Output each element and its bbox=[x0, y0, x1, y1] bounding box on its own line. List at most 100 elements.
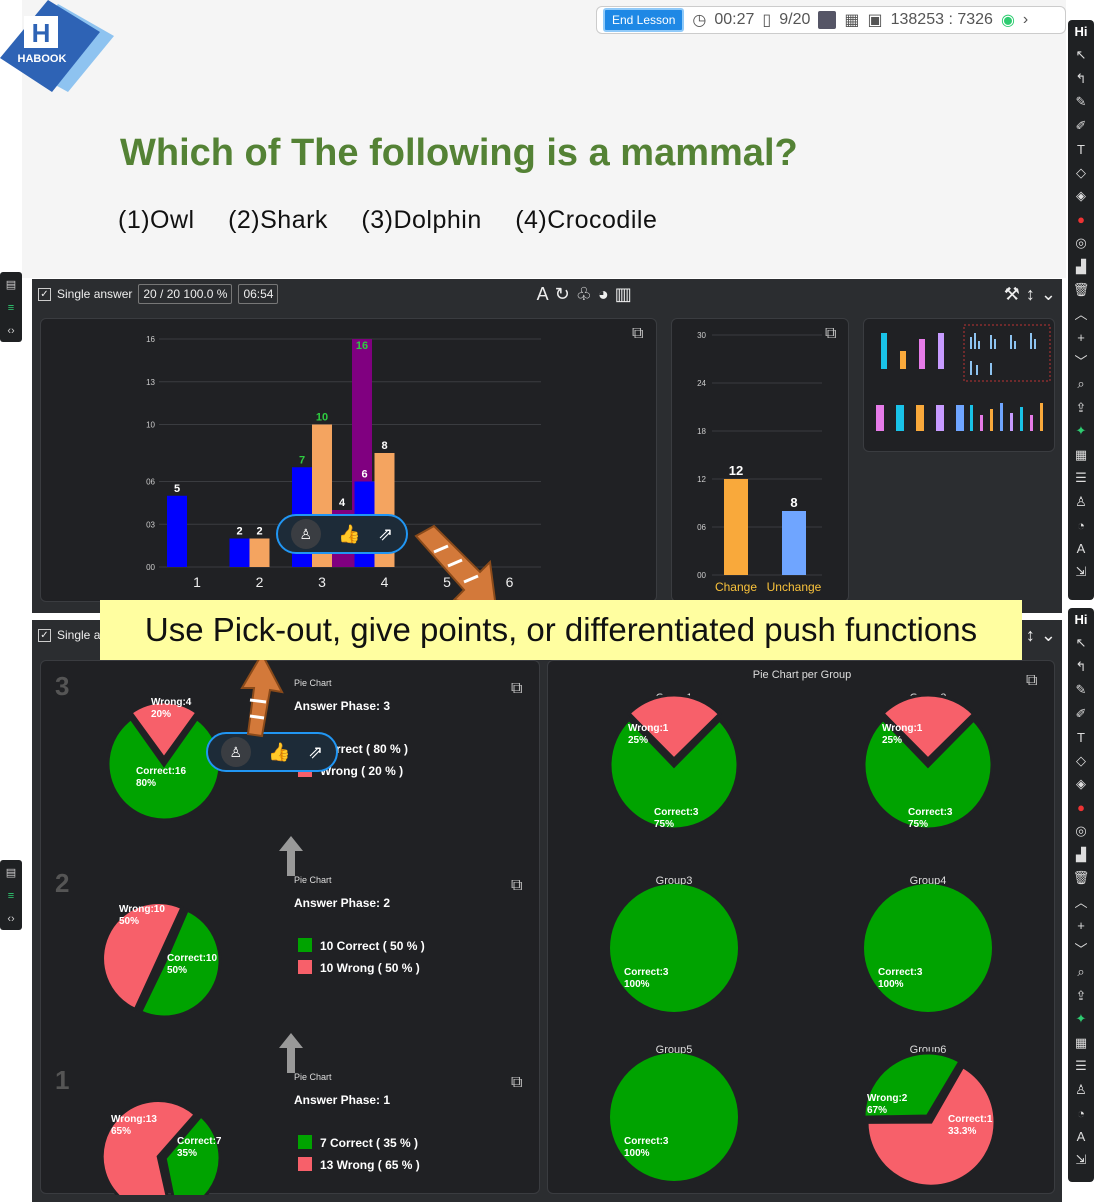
wrench-icon[interactable]: ⚒ bbox=[1003, 283, 1020, 304]
slice-percent: 50% bbox=[167, 965, 187, 976]
search-icon[interactable]: ⌕ bbox=[1077, 376, 1085, 392]
user-icon[interactable]: ♙ bbox=[1075, 1081, 1087, 1097]
slice-label: Correct:1 bbox=[948, 1114, 993, 1125]
expand-vertical-icon[interactable]: ↕ bbox=[1025, 624, 1035, 645]
popout-icon[interactable]: ⧉ bbox=[632, 325, 644, 342]
option-3: (3)Dolphin bbox=[361, 206, 482, 234]
grid-icon[interactable]: ▦ bbox=[1074, 446, 1088, 462]
upload-icon[interactable]: ⇪ bbox=[1075, 399, 1087, 415]
timer-icon[interactable]: ◔ bbox=[1077, 1105, 1085, 1121]
random-icon[interactable]: ✦ bbox=[1075, 423, 1087, 439]
chart-type-picker[interactable] bbox=[863, 318, 1055, 452]
code-icon[interactable]: ‹› bbox=[7, 912, 15, 925]
end-lesson-button[interactable]: End Lesson bbox=[603, 8, 685, 32]
highlighter-icon[interactable]: ✐ bbox=[1075, 117, 1087, 133]
pie-chart-icon[interactable]: ◕ bbox=[597, 283, 609, 304]
panel-icon[interactable]: ▤ bbox=[5, 866, 17, 879]
bar-chart-icon[interactable]: ▥ bbox=[614, 283, 632, 304]
student-action-pill: ♙ 👍 ⇗ bbox=[276, 514, 408, 554]
pen-icon[interactable]: ✎ bbox=[1075, 94, 1087, 110]
menu-icon[interactable]: ≡ bbox=[7, 889, 15, 902]
slice-label: Wrong:13 bbox=[111, 1114, 157, 1125]
export-icon[interactable]: ⇲ bbox=[1075, 564, 1087, 580]
search-icon[interactable]: ⌕ bbox=[1077, 964, 1085, 980]
laser-icon[interactable]: ↰ bbox=[1075, 70, 1087, 86]
screenshot-icon[interactable]: ◎ bbox=[1075, 235, 1087, 251]
highlighter-icon[interactable]: ✐ bbox=[1075, 705, 1087, 721]
stamp-icon[interactable]: ▟ bbox=[1076, 258, 1086, 274]
text-icon[interactable]: T bbox=[1077, 141, 1085, 157]
thumbs-up-icon[interactable]: 👍 bbox=[338, 523, 361, 544]
pen-icon[interactable]: ✎ bbox=[1075, 682, 1087, 698]
checkbox-icon[interactable]: ✓ bbox=[38, 628, 51, 642]
timer-icon[interactable]: ◔ bbox=[1077, 517, 1085, 533]
slice-label: Wrong:1 bbox=[628, 723, 669, 734]
eraser-icon[interactable]: ◇ bbox=[1076, 752, 1086, 768]
laser-icon[interactable]: ↰ bbox=[1075, 658, 1087, 674]
slice-label: Correct:3 bbox=[878, 967, 923, 978]
expand-vertical-icon[interactable]: ↕ bbox=[1025, 283, 1035, 304]
menu-icon[interactable]: ≡ bbox=[7, 301, 15, 314]
thumbs-up-icon[interactable]: 👍 bbox=[268, 741, 291, 762]
export-icon[interactable]: ⇲ bbox=[1075, 1152, 1087, 1168]
random-icon[interactable]: ✦ bbox=[1075, 1011, 1087, 1027]
collapse-icon[interactable]: ⌄ bbox=[1040, 283, 1056, 304]
checkbox-icon[interactable]: ✓ bbox=[38, 287, 51, 301]
list-icon[interactable]: ☰ bbox=[1075, 1058, 1087, 1074]
hi-button[interactable]: Hi bbox=[1074, 24, 1088, 40]
user-icon[interactable]: ♙ bbox=[1075, 493, 1087, 509]
answer-options: (1)Owl (2)Shark (3)Dolphin (4)Crocodile bbox=[118, 206, 683, 235]
add-icon[interactable]: + bbox=[1077, 917, 1085, 933]
arrow-annotation bbox=[414, 524, 498, 610]
chevron-up-icon[interactable]: ︿ bbox=[1074, 895, 1088, 911]
data-label: 8 bbox=[381, 440, 387, 452]
color-palette-icon[interactable]: ● bbox=[1077, 800, 1085, 816]
code-icon[interactable]: ‹› bbox=[7, 324, 15, 337]
screenshot-icon[interactable]: ◎ bbox=[1075, 823, 1087, 839]
cursor-icon[interactable]: ↖ bbox=[1075, 47, 1087, 63]
fill-icon[interactable]: ◈ bbox=[1076, 776, 1086, 792]
chevron-down-icon[interactable]: ﹀ bbox=[1074, 354, 1088, 370]
chart-type-thumbnails[interactable] bbox=[864, 319, 1056, 453]
eraser-icon[interactable]: ◇ bbox=[1076, 164, 1086, 180]
chevron-down-icon[interactable]: ﹀ bbox=[1074, 942, 1088, 958]
pick-out-icon[interactable]: ♙ bbox=[220, 737, 251, 767]
right-toolbar: Hi ↖ ↰ ✎ ✐ T ◇ ◈ ● ◎ ▟ 🗑 ︿ + ﹀ ⌕ ⇪ ✦ ▦ ☰… bbox=[1068, 20, 1094, 600]
pick-out-icon[interactable]: ♙ bbox=[290, 519, 321, 549]
grid-icon[interactable]: ▦ bbox=[1074, 1034, 1088, 1050]
fill-icon[interactable]: ◈ bbox=[1076, 188, 1086, 204]
slice-percent: 75% bbox=[654, 819, 674, 830]
font-icon[interactable]: A bbox=[1076, 541, 1086, 557]
stamp-icon[interactable]: ▟ bbox=[1076, 846, 1086, 862]
student-action-pill: ♙ 👍 ⇗ bbox=[206, 732, 338, 772]
data-label: 4 bbox=[339, 497, 346, 509]
avatar-icon[interactable] bbox=[818, 11, 837, 29]
bar bbox=[782, 511, 806, 575]
y-tick-label: 12 bbox=[697, 475, 706, 484]
font-icon[interactable]: A bbox=[536, 283, 549, 304]
qr-code-icon[interactable]: ▦ bbox=[844, 12, 860, 29]
push-icon[interactable]: ⇗ bbox=[308, 741, 324, 762]
pie-slice-correct bbox=[138, 908, 222, 1019]
font-icon[interactable]: A bbox=[1076, 1129, 1086, 1145]
color-palette-icon[interactable]: ● bbox=[1077, 212, 1085, 228]
trash-icon[interactable]: 🗑 bbox=[1072, 282, 1090, 298]
pie-slice-correct bbox=[610, 1053, 738, 1181]
hi-button[interactable]: Hi bbox=[1074, 612, 1088, 628]
text-icon[interactable]: T bbox=[1077, 729, 1085, 745]
add-icon[interactable]: + bbox=[1077, 329, 1085, 345]
refresh-icon[interactable]: ↻ bbox=[554, 283, 570, 304]
trash-icon[interactable]: 🗑 bbox=[1072, 870, 1090, 886]
push-icon[interactable]: ⇗ bbox=[378, 523, 394, 544]
right-toolbar-lower: Hi ↖ ↰ ✎ ✐ T ◇ ◈ ● ◎ ▟ 🗑 ︿ + ﹀ ⌕ ⇪ ✦ ▦ ☰… bbox=[1068, 608, 1094, 1182]
club-icon[interactable]: ♧ bbox=[575, 283, 592, 304]
upload-icon[interactable]: ⇪ bbox=[1075, 987, 1087, 1003]
chevron-up-icon[interactable]: ︿ bbox=[1074, 307, 1088, 323]
collapse-icon[interactable]: ⌄ bbox=[1040, 624, 1056, 645]
panel-icon[interactable]: ▤ bbox=[5, 278, 17, 291]
chevron-right-icon[interactable]: › bbox=[1022, 11, 1029, 28]
popout-icon[interactable]: ⧉ bbox=[825, 325, 837, 342]
cursor-icon[interactable]: ↖ bbox=[1075, 635, 1087, 651]
list-icon[interactable]: ☰ bbox=[1075, 470, 1087, 486]
